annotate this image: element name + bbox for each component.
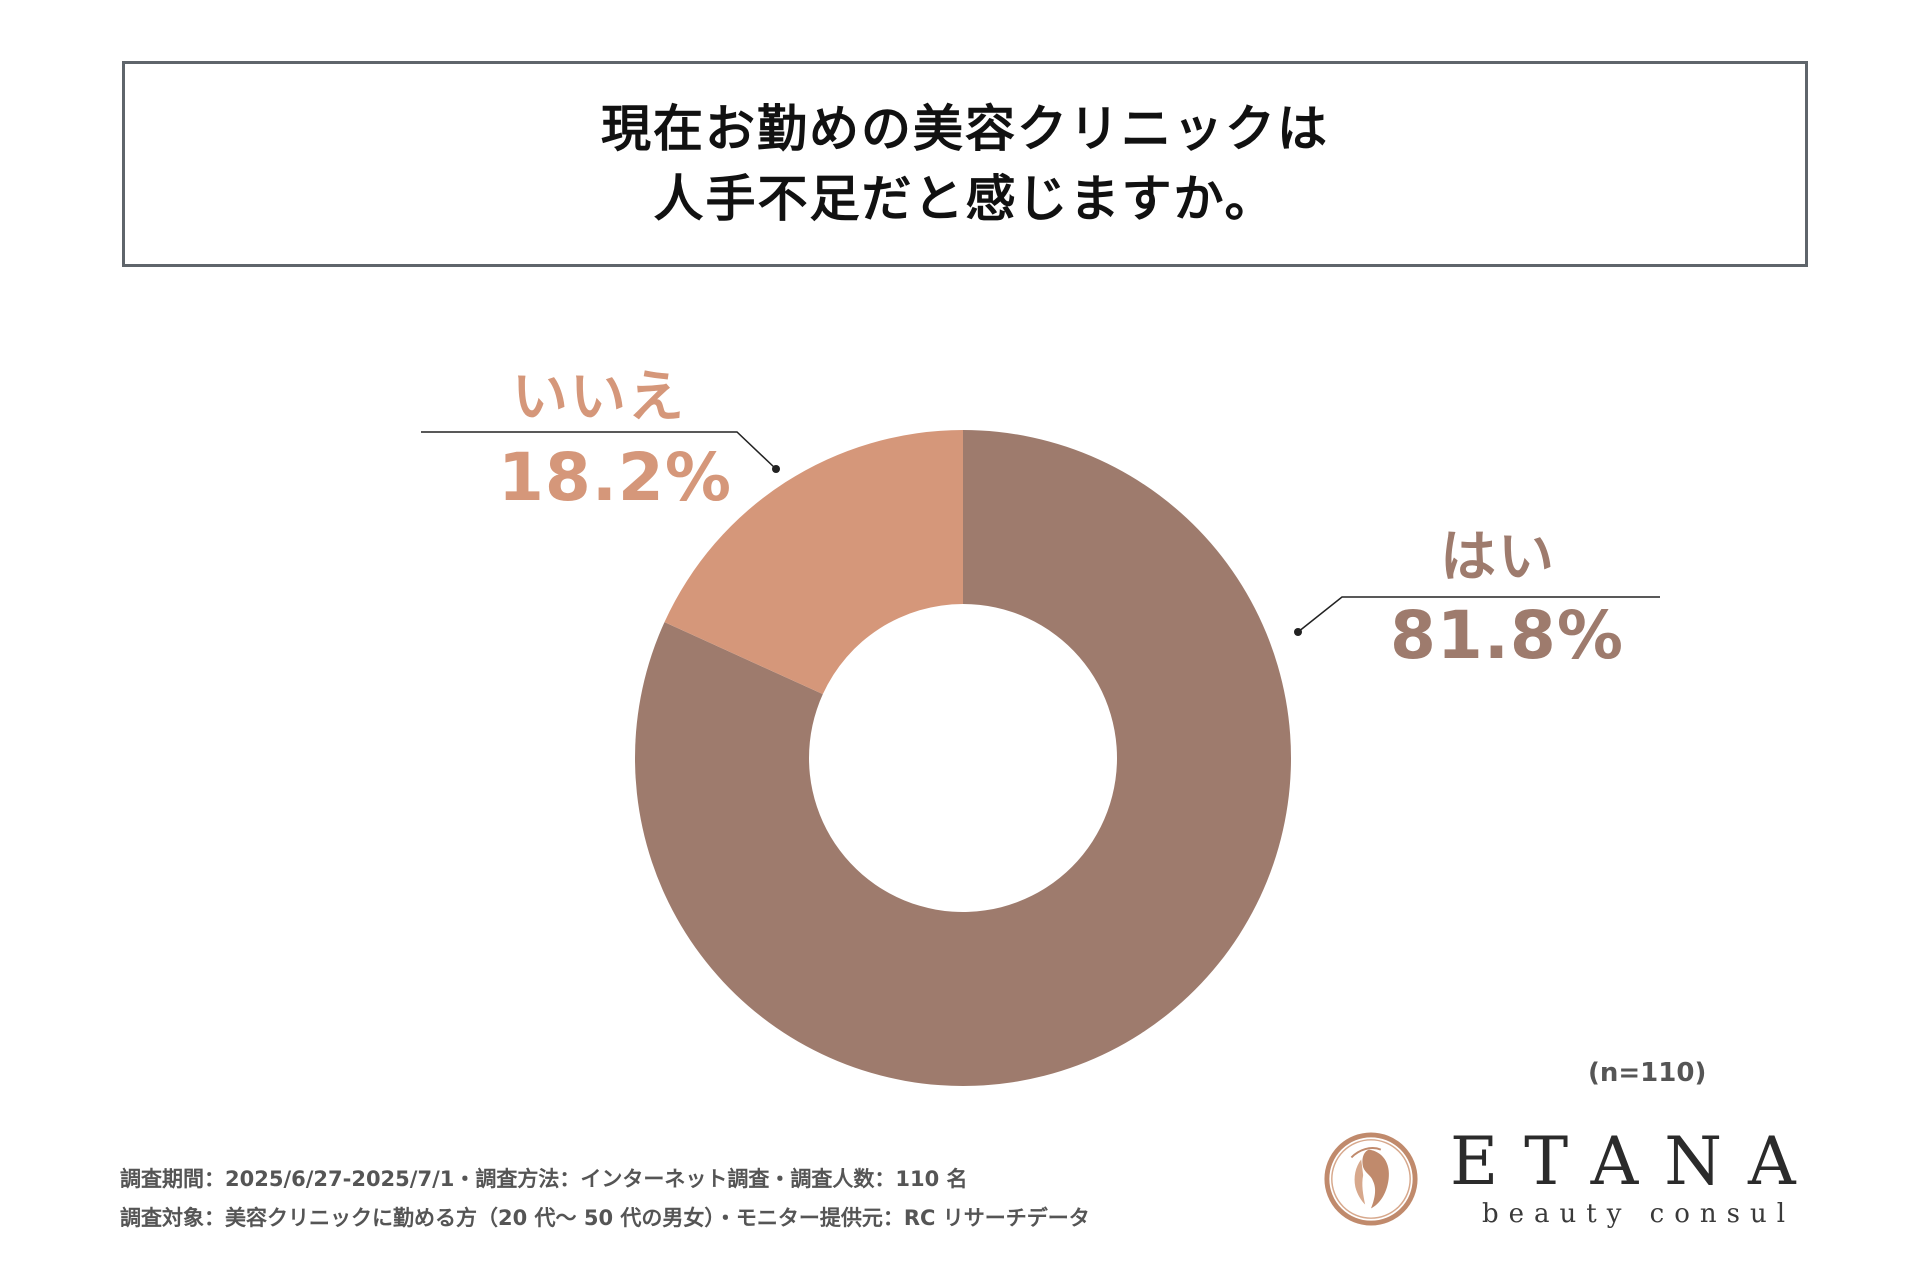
etana-logo: ETANA beauty consul — [1322, 1126, 1812, 1236]
slice-label-no-value: 18.2% — [498, 439, 732, 516]
title-line-1: 現在お勤めの美容クリニックは — [601, 100, 1329, 158]
slice-label-no: いいえ 18.2% — [498, 352, 732, 516]
sample-size: (n=110) — [1588, 1058, 1707, 1088]
slice-yes — [635, 430, 1291, 1086]
slice-label-yes-name: はい — [1440, 525, 1556, 590]
title-line-2: 人手不足だと感じますか。 — [653, 170, 1277, 228]
leader-line-yes-dot — [1294, 628, 1302, 636]
slice-no — [664, 430, 963, 695]
logo-face-icon — [1324, 1132, 1418, 1226]
slice-label-yes-value: 81.8% — [1390, 597, 1624, 674]
slice-label-yes: はい 81.8% — [1390, 512, 1624, 674]
leader-line-yes — [1297, 596, 1660, 633]
title-box: 現在お勤めの美容クリニックは 人手不足だと感じますか。 — [122, 61, 1808, 267]
slice-label-no-name: いいえ — [512, 365, 686, 430]
footnote-line-1: 調査期間：2025/6/27-2025/7/1・調査方法：インターネット調査・調… — [120, 1167, 968, 1191]
leader-line-no-dot — [772, 465, 780, 473]
logo-name: ETANA — [1450, 1123, 1822, 1200]
logo-subtitle: beauty consul — [1482, 1199, 1796, 1229]
leader-line-no — [421, 431, 777, 470]
footnote-line-2: 調査対象：美容クリニックに勤める方（20 代〜 50 代の男女）・モニター提供元… — [120, 1206, 1090, 1230]
